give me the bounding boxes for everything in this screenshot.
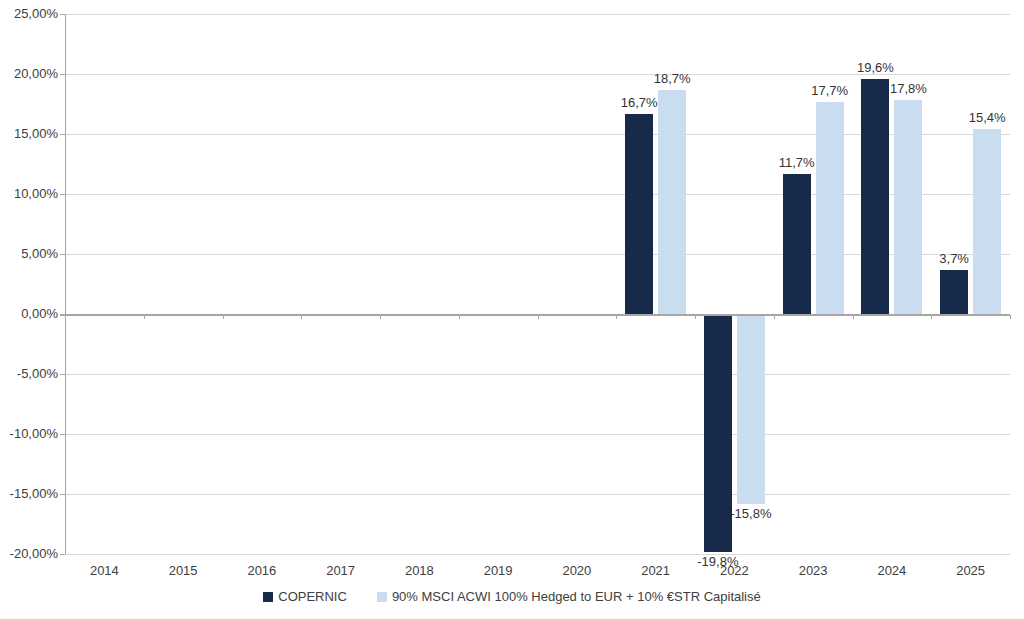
bar-data-label: 17,7% (798, 83, 862, 98)
x-axis-tick (144, 315, 145, 319)
legend-label-benchmark: 90% MSCI ACWI 100% Hedged to EUR + 10% €… (392, 589, 761, 604)
x-axis-tick (616, 315, 617, 319)
bar-data-label: 17,8% (876, 81, 940, 96)
y-axis-tick-label: 0,00% (0, 306, 58, 321)
x-axis-tick (931, 315, 932, 319)
y-axis-tick-label: -10,00% (0, 426, 58, 441)
x-axis-category-label: 2023 (778, 563, 848, 578)
y-axis-tick-label: 10,00% (0, 186, 58, 201)
legend-label-copernic: COPERNIC (278, 589, 347, 604)
x-axis-tick (695, 315, 696, 319)
x-axis-tick (223, 315, 224, 319)
bar-data-label: -15,8% (719, 506, 783, 521)
y-axis-tick-label: -15,00% (0, 486, 58, 501)
x-axis-category-label: 2014 (69, 563, 139, 578)
x-axis-category-label: 2021 (621, 563, 691, 578)
bar-data-label: 3,7% (922, 251, 986, 266)
performance-bar-chart: COPERNIC 90% MSCI ACWI 100% Hedged to EU… (0, 0, 1024, 619)
y-axis-tick-label: 25,00% (0, 6, 58, 21)
bar-2025-benchmark (973, 129, 1001, 314)
y-axis-tick-label: -5,00% (0, 366, 58, 381)
legend-swatch-copernic-icon (263, 592, 273, 602)
y-axis-line (65, 14, 66, 554)
y-axis-tick-label: 15,00% (0, 126, 58, 141)
x-axis-category-label: 2020 (542, 563, 612, 578)
x-axis-tick (65, 315, 66, 319)
x-axis-category-label: 2018 (384, 563, 454, 578)
bar-2021-benchmark (658, 90, 686, 314)
bar-2024-benchmark (894, 100, 922, 314)
x-axis-tick (774, 315, 775, 319)
bar-data-label: 18,7% (640, 71, 704, 86)
gridline (65, 374, 1010, 375)
y-axis-tick-label: 20,00% (0, 66, 58, 81)
y-axis-tick-label: -20,00% (0, 546, 58, 561)
bar-data-label: 16,7% (607, 95, 671, 110)
x-axis-category-label: 2019 (463, 563, 533, 578)
bar-data-label: 15,4% (955, 110, 1019, 125)
gridline (65, 434, 1010, 435)
legend-item-benchmark: 90% MSCI ACWI 100% Hedged to EUR + 10% €… (377, 589, 761, 604)
y-axis-tick (60, 554, 65, 555)
x-axis-tick (380, 315, 381, 319)
x-axis-category-label: 2017 (306, 563, 376, 578)
x-axis-category-label: 2025 (936, 563, 1006, 578)
legend-item-copernic: COPERNIC (263, 589, 347, 604)
bar-2022-benchmark (737, 314, 765, 504)
gridline (65, 554, 1010, 555)
x-axis-tick (853, 315, 854, 319)
bar-2021-copernic (625, 114, 653, 314)
bar-2023-benchmark (816, 102, 844, 314)
x-axis-line (60, 314, 1010, 316)
x-axis-tick (1010, 315, 1011, 319)
x-axis-tick (459, 315, 460, 319)
y-axis-tick-label: 5,00% (0, 246, 58, 261)
bar-data-label: 19,6% (843, 60, 907, 75)
bar-2023-copernic (783, 174, 811, 314)
gridline (65, 494, 1010, 495)
bar-2024-copernic (861, 79, 889, 314)
x-axis-category-label: 2015 (148, 563, 218, 578)
x-axis-category-label: 2024 (857, 563, 927, 578)
legend: COPERNIC 90% MSCI ACWI 100% Hedged to EU… (0, 589, 1024, 604)
gridline (65, 14, 1010, 15)
legend-swatch-benchmark-icon (377, 592, 387, 602)
x-axis-tick (538, 315, 539, 319)
bar-data-label: -19,8% (686, 554, 750, 569)
bar-data-label: 11,7% (765, 155, 829, 170)
x-axis-tick (301, 315, 302, 319)
x-axis-category-label: 2016 (227, 563, 297, 578)
bar-2025-copernic (940, 270, 968, 314)
